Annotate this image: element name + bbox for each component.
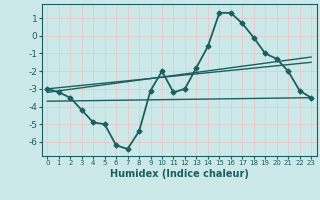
X-axis label: Humidex (Indice chaleur): Humidex (Indice chaleur) xyxy=(110,169,249,179)
